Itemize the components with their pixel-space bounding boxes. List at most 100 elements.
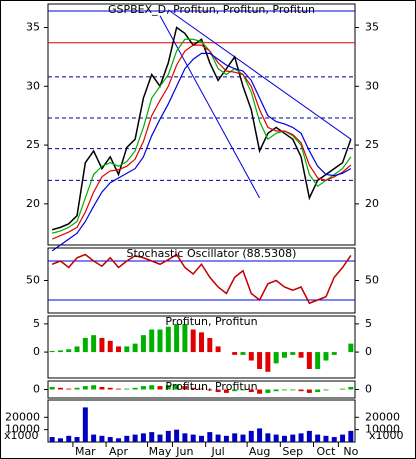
bar xyxy=(157,386,163,390)
y-tick-label: 35 xyxy=(365,21,379,34)
bar xyxy=(298,433,304,442)
bar xyxy=(174,429,180,442)
bar xyxy=(290,389,296,391)
bar xyxy=(298,389,304,392)
y-tick-label: 25 xyxy=(365,138,379,151)
bar xyxy=(174,323,180,353)
bar xyxy=(240,389,246,391)
panel-frame xyxy=(47,315,356,379)
bar xyxy=(315,389,321,393)
y-tick-label: 25 xyxy=(26,138,40,151)
y-tick-label: 30 xyxy=(26,79,40,92)
bar xyxy=(215,389,221,393)
bar xyxy=(315,434,321,442)
x-tick-label: Jul xyxy=(210,445,224,458)
bar xyxy=(223,435,229,442)
series-line xyxy=(51,52,352,252)
bar xyxy=(306,352,312,369)
bar xyxy=(257,428,263,442)
bar xyxy=(57,350,63,353)
bar xyxy=(323,352,329,361)
bar xyxy=(66,388,72,390)
bar xyxy=(66,349,72,353)
bar xyxy=(340,388,346,390)
bar xyxy=(99,435,105,442)
panel-frame xyxy=(47,3,356,246)
y-tick-label: 50 xyxy=(26,274,40,287)
bar xyxy=(57,387,63,390)
bar xyxy=(116,438,122,442)
x-tick-label: Oct xyxy=(316,445,336,458)
bar xyxy=(165,430,171,442)
bar xyxy=(132,434,138,442)
bar xyxy=(348,386,354,390)
series-line xyxy=(51,253,352,305)
series-line xyxy=(51,44,352,240)
y-tick-label: 5 xyxy=(365,317,372,330)
bar xyxy=(232,352,238,355)
bar xyxy=(199,435,204,442)
bar xyxy=(257,352,263,369)
bar xyxy=(140,386,146,390)
bar xyxy=(223,389,229,393)
bar xyxy=(91,385,97,390)
bar xyxy=(82,407,88,442)
series-line xyxy=(51,38,352,234)
bar xyxy=(74,346,80,353)
bar xyxy=(215,346,221,353)
bar xyxy=(240,352,246,355)
y-tick-label: 10000 xyxy=(5,423,40,436)
bar xyxy=(132,387,138,390)
panel-title: Profitun, Profitun xyxy=(165,380,257,393)
bar xyxy=(348,430,354,442)
bar xyxy=(290,352,296,355)
bar xyxy=(99,386,105,390)
bar xyxy=(248,430,254,442)
bar xyxy=(199,332,204,353)
y-tick-label: 10000 xyxy=(365,423,400,436)
bar xyxy=(273,389,279,392)
bar xyxy=(157,329,163,353)
y-tick-label: 20000 xyxy=(5,410,40,423)
bar xyxy=(124,346,130,353)
bar xyxy=(323,435,329,442)
panel-title: Stochastic Oscillator (88.5308) xyxy=(127,247,297,260)
panel-title: GSPBEX_D, Profitun, Profitun, Profitun xyxy=(108,3,315,16)
bar xyxy=(165,326,171,353)
bar xyxy=(240,434,246,442)
bar xyxy=(174,384,180,390)
bar xyxy=(215,434,221,442)
bar xyxy=(273,352,279,364)
bar xyxy=(265,389,271,393)
bar xyxy=(82,386,88,390)
bar xyxy=(182,386,188,390)
bar xyxy=(74,387,80,390)
bar xyxy=(149,329,155,353)
bar xyxy=(57,438,63,442)
bar xyxy=(74,437,80,442)
bar xyxy=(165,385,171,390)
y-tick-label: 0 xyxy=(33,383,40,396)
bar xyxy=(281,435,287,442)
bar xyxy=(248,352,254,361)
bar xyxy=(265,352,271,372)
bar xyxy=(323,389,329,391)
bar xyxy=(331,352,337,355)
axis-multiplier: x1000 xyxy=(4,429,39,442)
y-tick-label: 30 xyxy=(365,79,379,92)
bar xyxy=(248,389,254,393)
bar xyxy=(207,389,213,391)
bar xyxy=(49,350,55,353)
bar xyxy=(290,434,296,442)
bar xyxy=(348,343,354,353)
bar xyxy=(124,388,130,390)
trend-line xyxy=(168,9,352,140)
bar xyxy=(149,432,155,442)
bar xyxy=(149,385,155,390)
bar xyxy=(207,432,213,442)
y-tick-label: 0 xyxy=(365,345,372,358)
y-tick-label: 0 xyxy=(33,345,40,358)
bar xyxy=(91,434,97,442)
